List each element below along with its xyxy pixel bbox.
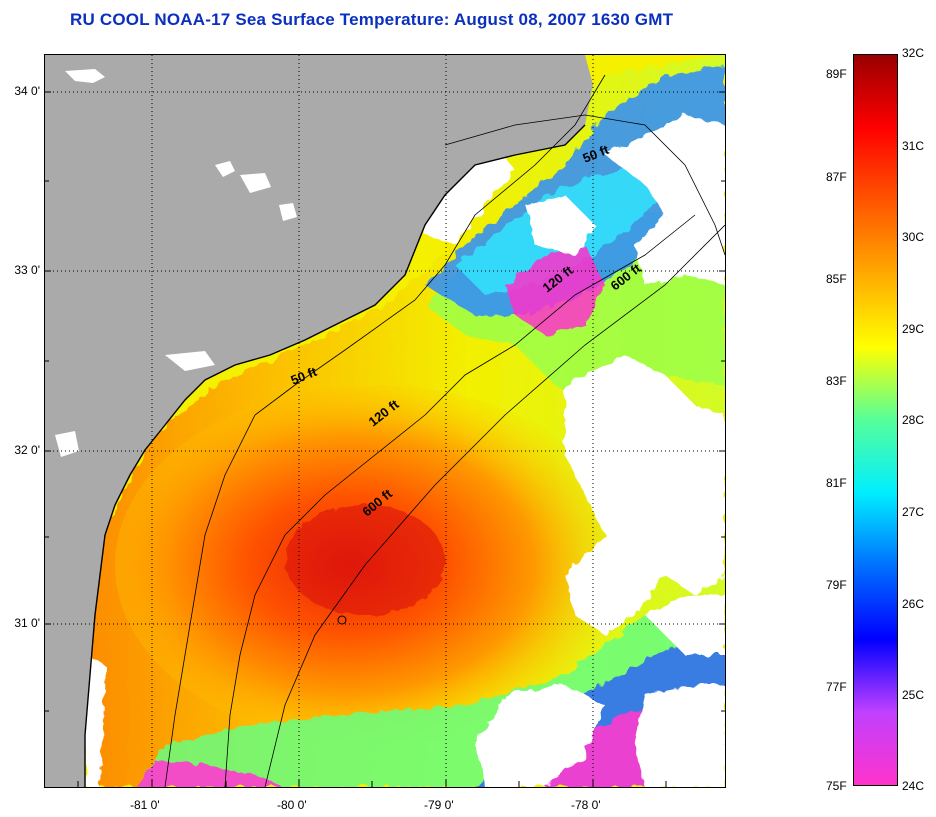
colorbar-f-81: 81F	[826, 476, 847, 490]
lon-label-81: -81 0'	[130, 798, 160, 812]
isobath-600ft	[444, 114, 725, 256]
sst-map-svg: 50 ft 120 ft 600 ft 50 ft 120 ft 600 ft	[45, 55, 725, 787]
colorbar-c-26: 26C	[902, 597, 925, 611]
colorbar-c-24: 24C	[902, 779, 925, 793]
map-ticks	[45, 91, 725, 787]
colorbar-c-32: 32C	[902, 46, 925, 60]
colorbar-f-79: 79F	[826, 578, 847, 592]
colorbar-f-75: 75F	[826, 779, 847, 793]
warm-core-inner	[285, 505, 445, 615]
colorbar-f-83: 83F	[826, 374, 847, 388]
sst-map: 50 ft 120 ft 600 ft 50 ft 120 ft 600 ft	[44, 54, 726, 788]
colorbar-c-28: 28C	[902, 413, 925, 427]
colorbar-c-29: 29C	[902, 322, 925, 336]
colorbar-c-27: 27C	[902, 505, 925, 519]
isobath-120ft	[224, 214, 696, 787]
map-grid	[45, 55, 725, 787]
colorbar-f-89: 89F	[826, 67, 847, 81]
coastline	[84, 124, 586, 787]
lat-label-33: 33 0'	[14, 263, 40, 277]
colorbar-c-25: 25C	[902, 688, 925, 702]
lat-label-32: 32 0'	[14, 443, 40, 457]
isobath-50ft	[164, 74, 606, 787]
lat-label-31: 31 0'	[14, 616, 40, 630]
cool-water-magenta-north	[505, 245, 605, 335]
land	[45, 55, 593, 787]
lon-label-79: -79 0'	[424, 798, 454, 812]
colorbar-c-31: 31C	[902, 139, 925, 153]
colorbar-f-85: 85F	[826, 272, 847, 286]
colorbar-c-30: 30C	[902, 230, 925, 244]
lon-label-80: -80 0'	[277, 798, 307, 812]
isobath-600ft-south	[264, 224, 725, 787]
colorbar-f-77: 77F	[826, 680, 847, 694]
land-islands	[55, 69, 297, 457]
cloud-cover	[85, 115, 725, 787]
lon-label-78: -78 0'	[571, 798, 601, 812]
page-title: RU COOL NOAA-17 Sea Surface Temperature:…	[70, 10, 674, 29]
lat-label-34: 34 0'	[14, 84, 40, 98]
colorbar	[853, 54, 898, 786]
cool-water-south-magenta-left	[135, 760, 285, 787]
colorbar-f-87: 87F	[826, 170, 847, 184]
